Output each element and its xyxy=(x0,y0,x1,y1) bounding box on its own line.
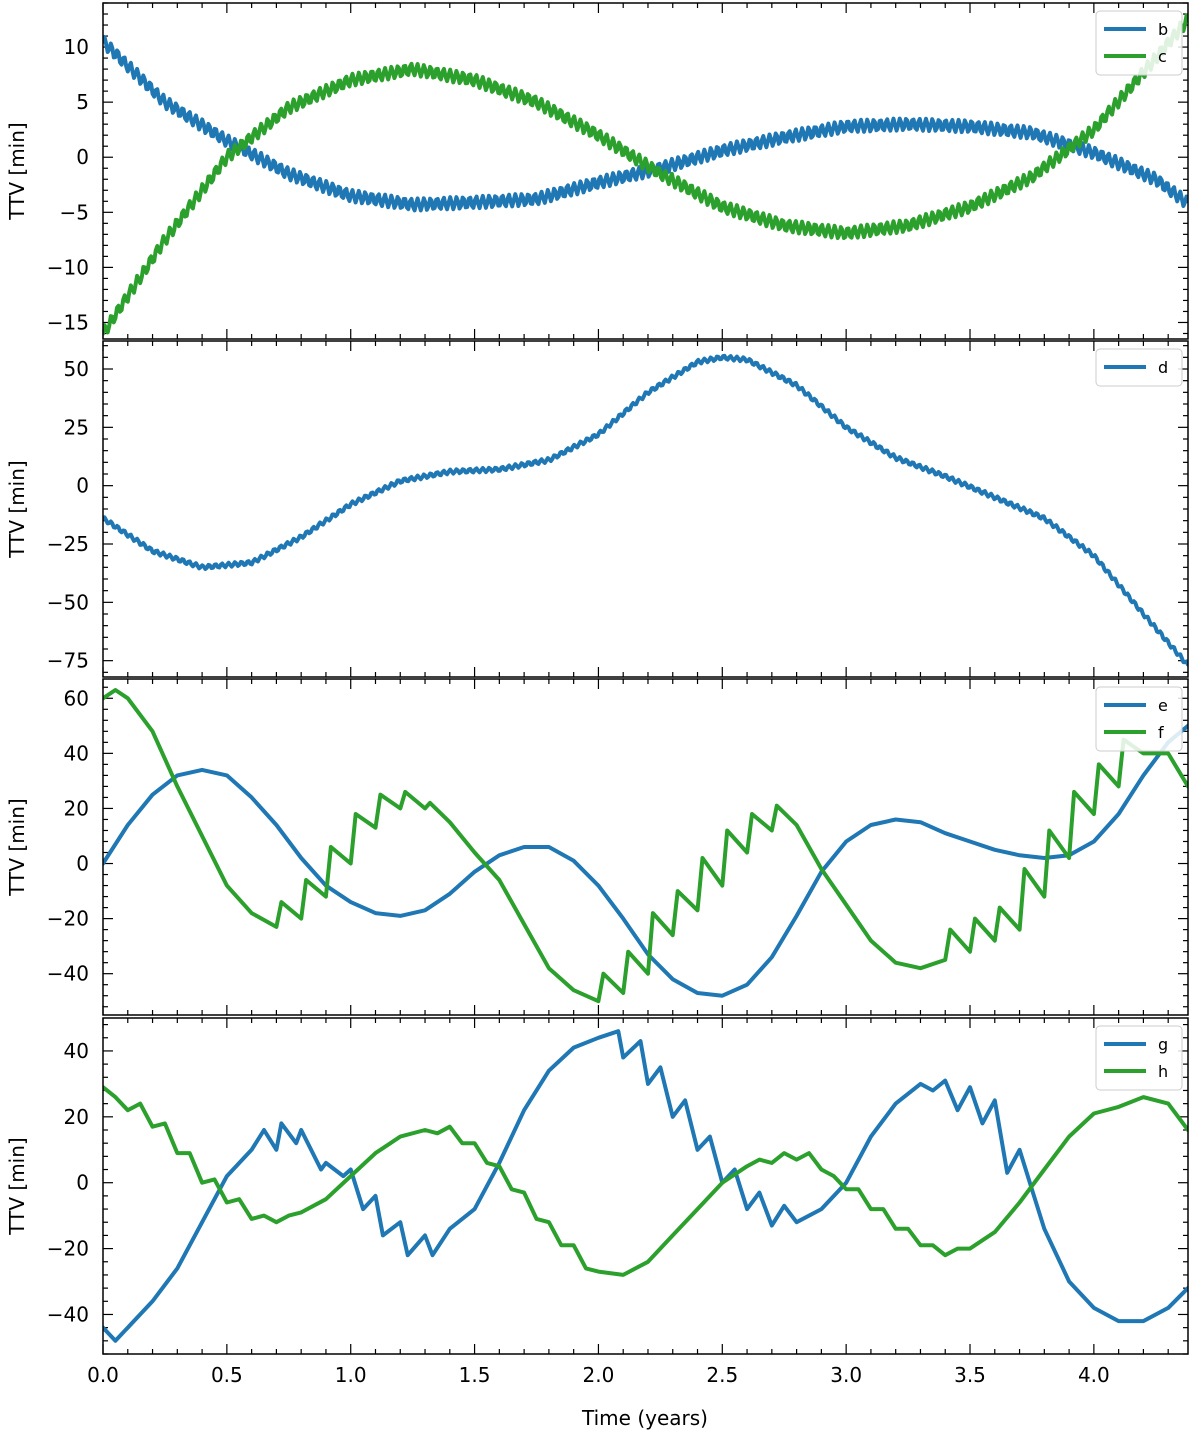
legend-label-g: g xyxy=(1158,1035,1168,1054)
series-group xyxy=(103,13,1188,336)
legend-label-e: e xyxy=(1158,696,1168,715)
legend: ef xyxy=(1095,686,1183,752)
legend: gh xyxy=(1095,1025,1183,1091)
y-tick-label: −40 xyxy=(47,962,89,986)
x-tick-label: 1.0 xyxy=(335,1363,367,1387)
legend-box xyxy=(1095,1025,1183,1091)
y-tick-label: 60 xyxy=(64,686,89,710)
y-tick-label: 50 xyxy=(64,357,89,381)
axes-frame xyxy=(102,2,1189,340)
series-group xyxy=(103,1029,1188,1343)
x-tick-label: 0.5 xyxy=(211,1363,243,1387)
legend-label-c: c xyxy=(1158,47,1167,66)
y-tick-label: 40 xyxy=(64,741,89,765)
series-line-h xyxy=(103,1085,1188,1277)
panel-2: −40 −20 0 20 40 60 TTV [min] ef xyxy=(5,678,1189,1016)
y-tick-label: −20 xyxy=(47,1237,89,1261)
y-tick-label: 5 xyxy=(76,90,89,114)
y-tick-label: −40 xyxy=(47,1302,89,1326)
y-tick-label: 10 xyxy=(64,35,89,59)
y-tick-label: 25 xyxy=(64,415,89,439)
y-tick-label: −15 xyxy=(47,310,89,334)
axes-frame xyxy=(102,678,1189,1016)
y-tick-label: −50 xyxy=(47,590,89,614)
series-group xyxy=(103,688,1188,1004)
series-line-d xyxy=(103,353,1188,667)
legend-label-f: f xyxy=(1158,723,1164,742)
y-tick-label: 20 xyxy=(64,1105,89,1129)
y-tick-label: 0 xyxy=(76,852,89,876)
legend-box xyxy=(1095,10,1183,76)
legend-label-d: d xyxy=(1158,358,1168,377)
y-axis-label: TTV [min] xyxy=(5,460,29,558)
y-tick-label: −20 xyxy=(47,907,89,931)
x-tick-label: 0.0 xyxy=(87,1363,119,1387)
x-axis-label: Time (years) xyxy=(581,1406,708,1430)
axes-frame xyxy=(102,340,1189,678)
legend-label-b: b xyxy=(1158,20,1168,39)
y-tick-label: −75 xyxy=(47,649,89,673)
y-tick-label: 20 xyxy=(64,796,89,820)
x-tick-label: 3.5 xyxy=(954,1363,986,1387)
y-tick-label: 0 xyxy=(76,474,89,498)
panel-0: −15 −10 −5 0 5 10 TTV [min] bc xyxy=(5,2,1189,340)
y-axis-label: TTV [min] xyxy=(5,1137,29,1235)
series-group xyxy=(103,353,1188,667)
legend-box xyxy=(1095,686,1183,752)
series-line-f xyxy=(103,688,1188,1004)
series-line-e xyxy=(103,723,1188,998)
x-tick-label: 4.0 xyxy=(1078,1363,1110,1387)
axes-frame xyxy=(102,1017,1189,1355)
series-line-g xyxy=(103,1029,1188,1343)
panel-3: −40 −20 0 20 40 TTV [min] 0.0 0.5 1.0 1.5 2.0 2.5 3.… xyxy=(5,1017,1189,1387)
legend: bc xyxy=(1095,10,1183,76)
y-tick-label: −10 xyxy=(47,255,89,279)
y-tick-label: −5 xyxy=(60,200,89,224)
legend: d xyxy=(1095,348,1183,387)
y-axis-label: TTV [min] xyxy=(5,122,29,220)
panel-1: −75 −50 −25 0 25 50 TTV [min] d xyxy=(5,340,1189,678)
y-tick-label: 0 xyxy=(76,1171,89,1195)
x-tick-label: 3.0 xyxy=(830,1363,862,1387)
x-tick-label: 1.5 xyxy=(459,1363,491,1387)
legend-label-h: h xyxy=(1158,1062,1168,1081)
y-tick-label: 40 xyxy=(64,1039,89,1063)
y-tick-label: −25 xyxy=(47,532,89,556)
series-line-c xyxy=(103,13,1188,336)
y-axis-label: TTV [min] xyxy=(5,798,29,896)
x-tick-label: 2.0 xyxy=(583,1363,615,1387)
x-tick-label: 2.5 xyxy=(706,1363,738,1387)
y-tick-label: 0 xyxy=(76,145,89,169)
